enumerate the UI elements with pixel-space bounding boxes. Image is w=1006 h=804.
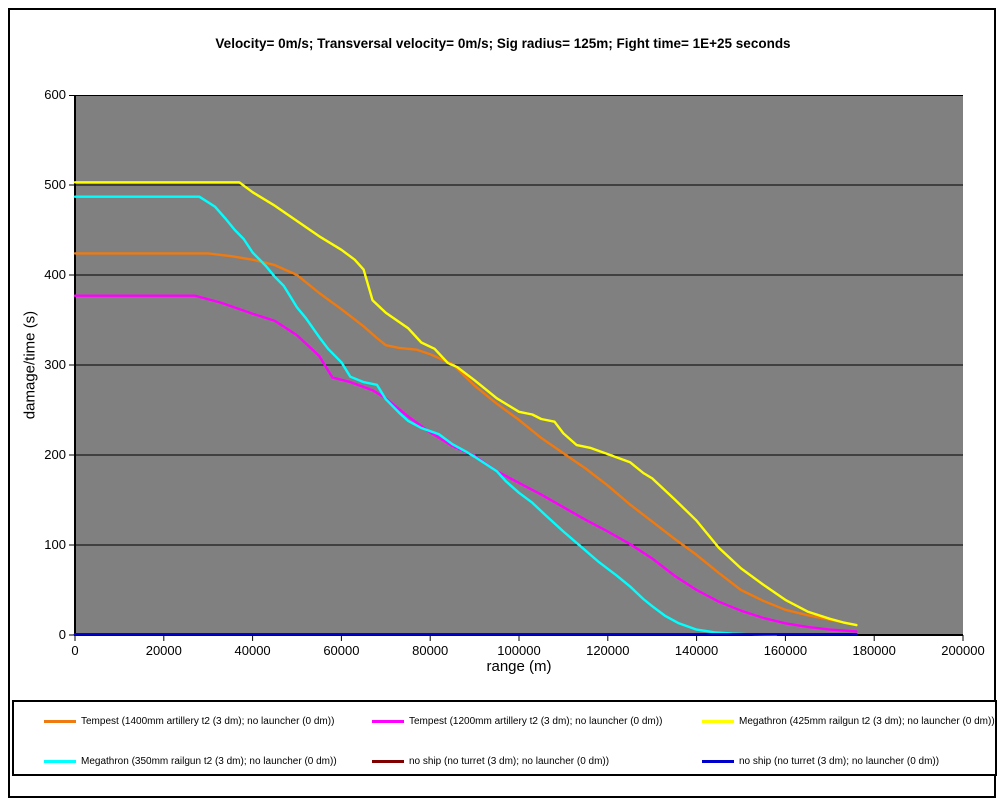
x-tick-label: 140000 (674, 643, 719, 658)
legend: Tempest (1400mm artillery t2 (3 dm); no … (12, 700, 997, 776)
y-tick-label: 600 (44, 87, 66, 102)
y-tick-label: 300 (44, 357, 66, 372)
series-line-3 (73, 195, 778, 636)
legend-line-swatch (372, 719, 404, 723)
x-tick-label: 120000 (586, 643, 630, 658)
legend-label: no ship (no turret (3 dm); no launcher (… (739, 755, 940, 767)
series-line-0 (73, 252, 840, 623)
y-tick-label: 400 (44, 267, 66, 282)
legend-item: no ship (no turret (3 dm); no launcher (… (372, 754, 609, 768)
x-tick-label: 0 (71, 643, 79, 658)
plot-area (69, 95, 964, 641)
chart-title: Velocity= 0m/s; Transversal velocity= 0m… (215, 36, 791, 51)
legend-line-swatch (44, 719, 76, 723)
x-axis-title: range (m) (486, 658, 552, 675)
legend-label: Megathron (425mm railgun t2 (3 dm); no l… (739, 715, 995, 727)
x-tick-label: 80000 (412, 643, 449, 658)
x-tick-label: 100000 (497, 643, 541, 658)
legend-line-swatch (702, 759, 734, 763)
legend-label: Tempest (1200mm artillery t2 (3 dm); no … (409, 715, 663, 727)
legend-line-swatch (44, 759, 76, 763)
x-tick-label: 180000 (852, 643, 896, 658)
x-tick-label: 200000 (941, 643, 985, 658)
x-tick-label: 40000 (234, 643, 271, 658)
y-tick-label: 500 (44, 177, 66, 192)
legend-item: Megathron (425mm railgun t2 (3 dm); no l… (702, 714, 995, 728)
series-line-2 (73, 181, 858, 627)
x-tick-label: 160000 (763, 643, 808, 658)
y-tick-label: 200 (44, 447, 66, 462)
legend-label: Megathron (350mm railgun t2 (3 dm); no l… (81, 755, 337, 767)
legend-line-swatch (372, 759, 404, 763)
y-tick-label: 100 (44, 537, 66, 552)
legend-label: Tempest (1400mm artillery t2 (3 dm); no … (81, 715, 335, 727)
x-tick-label: 60000 (323, 643, 360, 658)
legend-item: Tempest (1400mm artillery t2 (3 dm); no … (44, 714, 334, 728)
legend-label: no ship (no turret (3 dm); no launcher (… (409, 755, 610, 767)
legend-item: Megathron (350mm railgun t2 (3 dm); no l… (44, 754, 337, 768)
legend-item: Tempest (1200mm artillery t2 (3 dm); no … (372, 714, 662, 728)
y-tick-label: 0 (58, 627, 66, 642)
x-tick-label: 20000 (145, 643, 182, 658)
series-line-1 (73, 294, 858, 633)
legend-item: no ship (no turret (3 dm); no launcher (… (702, 754, 939, 768)
legend-line-swatch (702, 719, 734, 723)
